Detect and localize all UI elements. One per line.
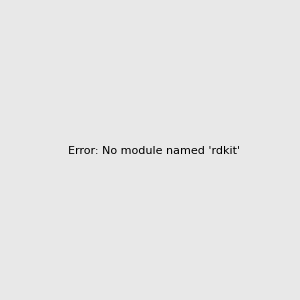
Text: Error: No module named 'rdkit': Error: No module named 'rdkit' <box>68 146 240 157</box>
